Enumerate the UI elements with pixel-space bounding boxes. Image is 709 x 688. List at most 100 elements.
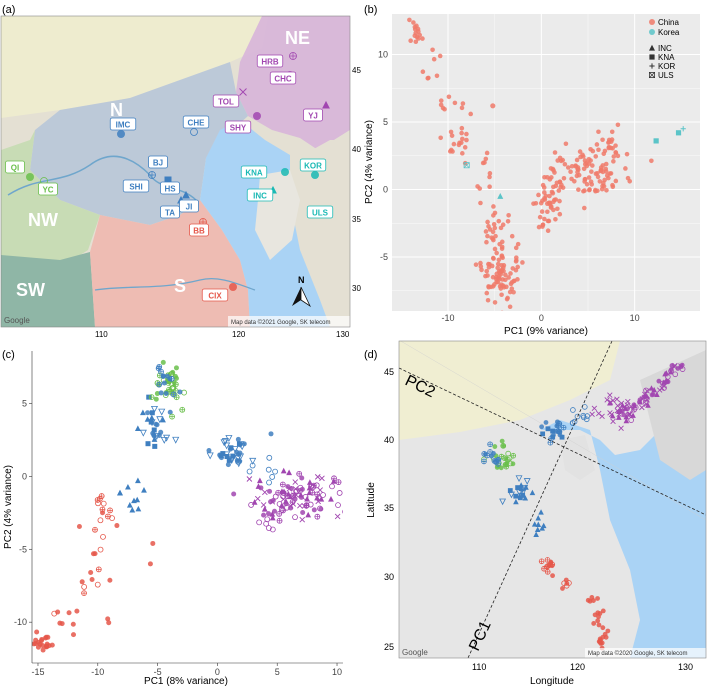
d-point [607, 400, 613, 406]
b-china-point [484, 239, 489, 245]
c-point-n [227, 446, 233, 452]
legend-label-kna: KNA [658, 53, 675, 62]
d-point [560, 586, 565, 591]
svg-text:IMC: IMC [116, 121, 131, 130]
map-d-credit: Map data ©2020 Google, SK telecom [588, 650, 687, 657]
d-point [555, 422, 562, 429]
b-china-point [408, 38, 413, 44]
c-point-n [139, 429, 147, 437]
panel-a-map-area: NE N NW SW S HRB CHC TOL SHY YJ IMC CHE BJ SHI HS… [1, 16, 350, 327]
b-china-point [536, 224, 542, 230]
c-point-n [246, 468, 253, 475]
site-label-kna: KNA [240, 165, 268, 179]
b-china-point [552, 197, 557, 203]
b-china-point [490, 274, 496, 280]
d-point [539, 424, 545, 430]
c-point-ne [336, 490, 343, 496]
b-china-point [542, 174, 547, 180]
c-point-n [237, 450, 243, 456]
c-point-ne [292, 479, 299, 485]
b-china-point [615, 153, 621, 159]
b-china-point [509, 286, 515, 292]
b-ytick-label: 0 [383, 185, 388, 195]
map-d-ytick-25: 25 [384, 642, 394, 652]
b-china-point [603, 161, 609, 167]
c-point-ne [290, 492, 297, 499]
b-china-point [547, 177, 553, 182]
b-china-point [492, 282, 497, 287]
c-point-ne [286, 469, 293, 476]
d-point [499, 498, 507, 506]
b-china-point [449, 133, 455, 138]
b-china-point [486, 284, 492, 290]
b-china-point [425, 76, 431, 81]
c-point-n [160, 373, 166, 379]
b-china-point [561, 176, 567, 181]
c-point-n [235, 436, 241, 442]
c-point-n [150, 405, 159, 413]
d-point [491, 450, 496, 456]
d-point [599, 413, 605, 420]
c-point-s [107, 577, 113, 583]
c-point-s [76, 523, 82, 529]
panel-d-tag: (d) [364, 349, 377, 361]
b-china-point [506, 275, 511, 280]
d-point [498, 465, 504, 471]
site-marker-yj [322, 100, 330, 109]
site-label-cix: CIX [201, 288, 229, 302]
b-china-point [496, 218, 502, 224]
svg-text:INC: INC [253, 192, 267, 201]
b-china-point [499, 239, 505, 245]
region-label-s: S [174, 276, 186, 296]
panel-a-tag: (a) [2, 4, 15, 16]
site-label-ta: TA [160, 205, 180, 219]
c-point-n [206, 452, 214, 460]
b-china-point [411, 20, 416, 25]
region-label-n: N [110, 100, 123, 120]
c-point-ne [317, 487, 323, 493]
c-point-ne [289, 499, 296, 505]
c-ytick-label: -10 [14, 617, 27, 627]
map-d-xtick-130: 130 [678, 662, 693, 672]
d-point [648, 385, 655, 391]
c-point-ne [256, 477, 263, 484]
b-china-point [574, 157, 580, 163]
b-china-point [593, 171, 599, 177]
c-point-ne [306, 484, 313, 491]
b-china-point [438, 135, 443, 141]
site-label-uls: ULS [306, 205, 334, 219]
c-point-ne [263, 520, 270, 527]
b-china-point [587, 187, 592, 192]
c-point-s [114, 523, 120, 529]
b-china-point [540, 182, 546, 188]
c-point-ne [296, 470, 303, 477]
d-point [643, 393, 650, 399]
c-xtick-label: -5 [154, 667, 162, 677]
c-point-ne [261, 505, 268, 512]
b-china-point [538, 200, 544, 206]
site-label-che: CHE [182, 115, 210, 129]
c-ytick-label: 0 [22, 471, 27, 481]
c-point-s [100, 533, 106, 540]
region-label-nw: NW [28, 210, 58, 230]
b-china-point [556, 188, 562, 193]
c-point-s [94, 581, 101, 588]
b-china-point [540, 222, 546, 228]
c-point-ne [261, 512, 267, 518]
site-label-shy: SHY [224, 120, 252, 134]
c-point-ne [298, 494, 304, 500]
d-point [600, 608, 606, 614]
c-point-n [125, 483, 131, 490]
b-china-point [492, 225, 498, 231]
b-china-point [486, 261, 491, 267]
d-point [510, 461, 516, 467]
b-china-point [589, 169, 594, 174]
d-point [506, 455, 513, 461]
c-point-ne [292, 514, 298, 521]
b-china-point [492, 246, 498, 252]
c-point-s [105, 513, 111, 520]
d-point [614, 403, 621, 409]
b-china-point [430, 47, 435, 53]
